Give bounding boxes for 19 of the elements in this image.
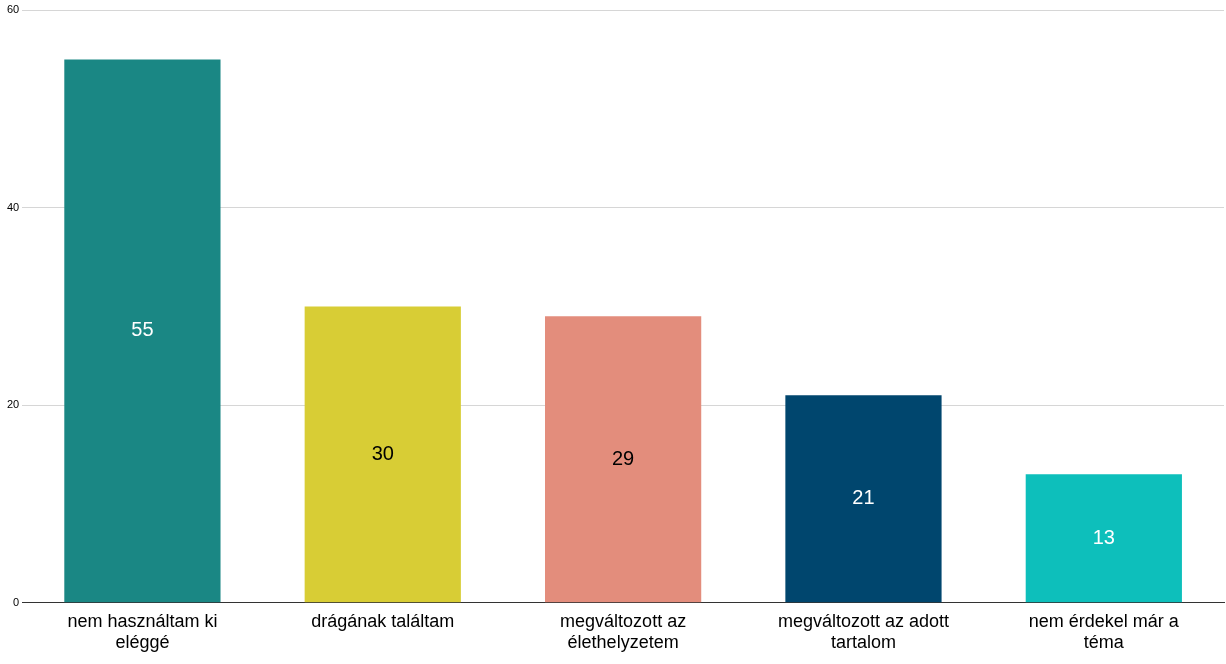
x-tick-label: megváltozott az adott tartalom — [777, 610, 950, 653]
x-tick-label: nem használtam ki eléggé — [67, 610, 218, 653]
bar — [785, 395, 942, 603]
y-tick-label: 20 — [6, 398, 20, 411]
bar — [1025, 474, 1182, 603]
data-label: 30 — [371, 441, 394, 464]
y-tick-label: 40 — [6, 200, 20, 213]
x-tick-label: nem érdekel már a téma — [1028, 610, 1180, 653]
y-tick-label: 0 — [13, 595, 20, 608]
x-tick-label: drágának találtam — [311, 610, 455, 631]
bar — [545, 316, 702, 603]
data-label: 29 — [611, 446, 635, 469]
data-label: 21 — [852, 486, 875, 509]
y-tick-label: 60 — [6, 3, 20, 16]
x-tick-label: megváltozott az élethelyzetem — [560, 610, 687, 653]
bar — [64, 59, 221, 603]
data-label: 55 — [131, 318, 154, 341]
bar — [304, 306, 461, 603]
data-label: 13 — [1092, 525, 1115, 548]
